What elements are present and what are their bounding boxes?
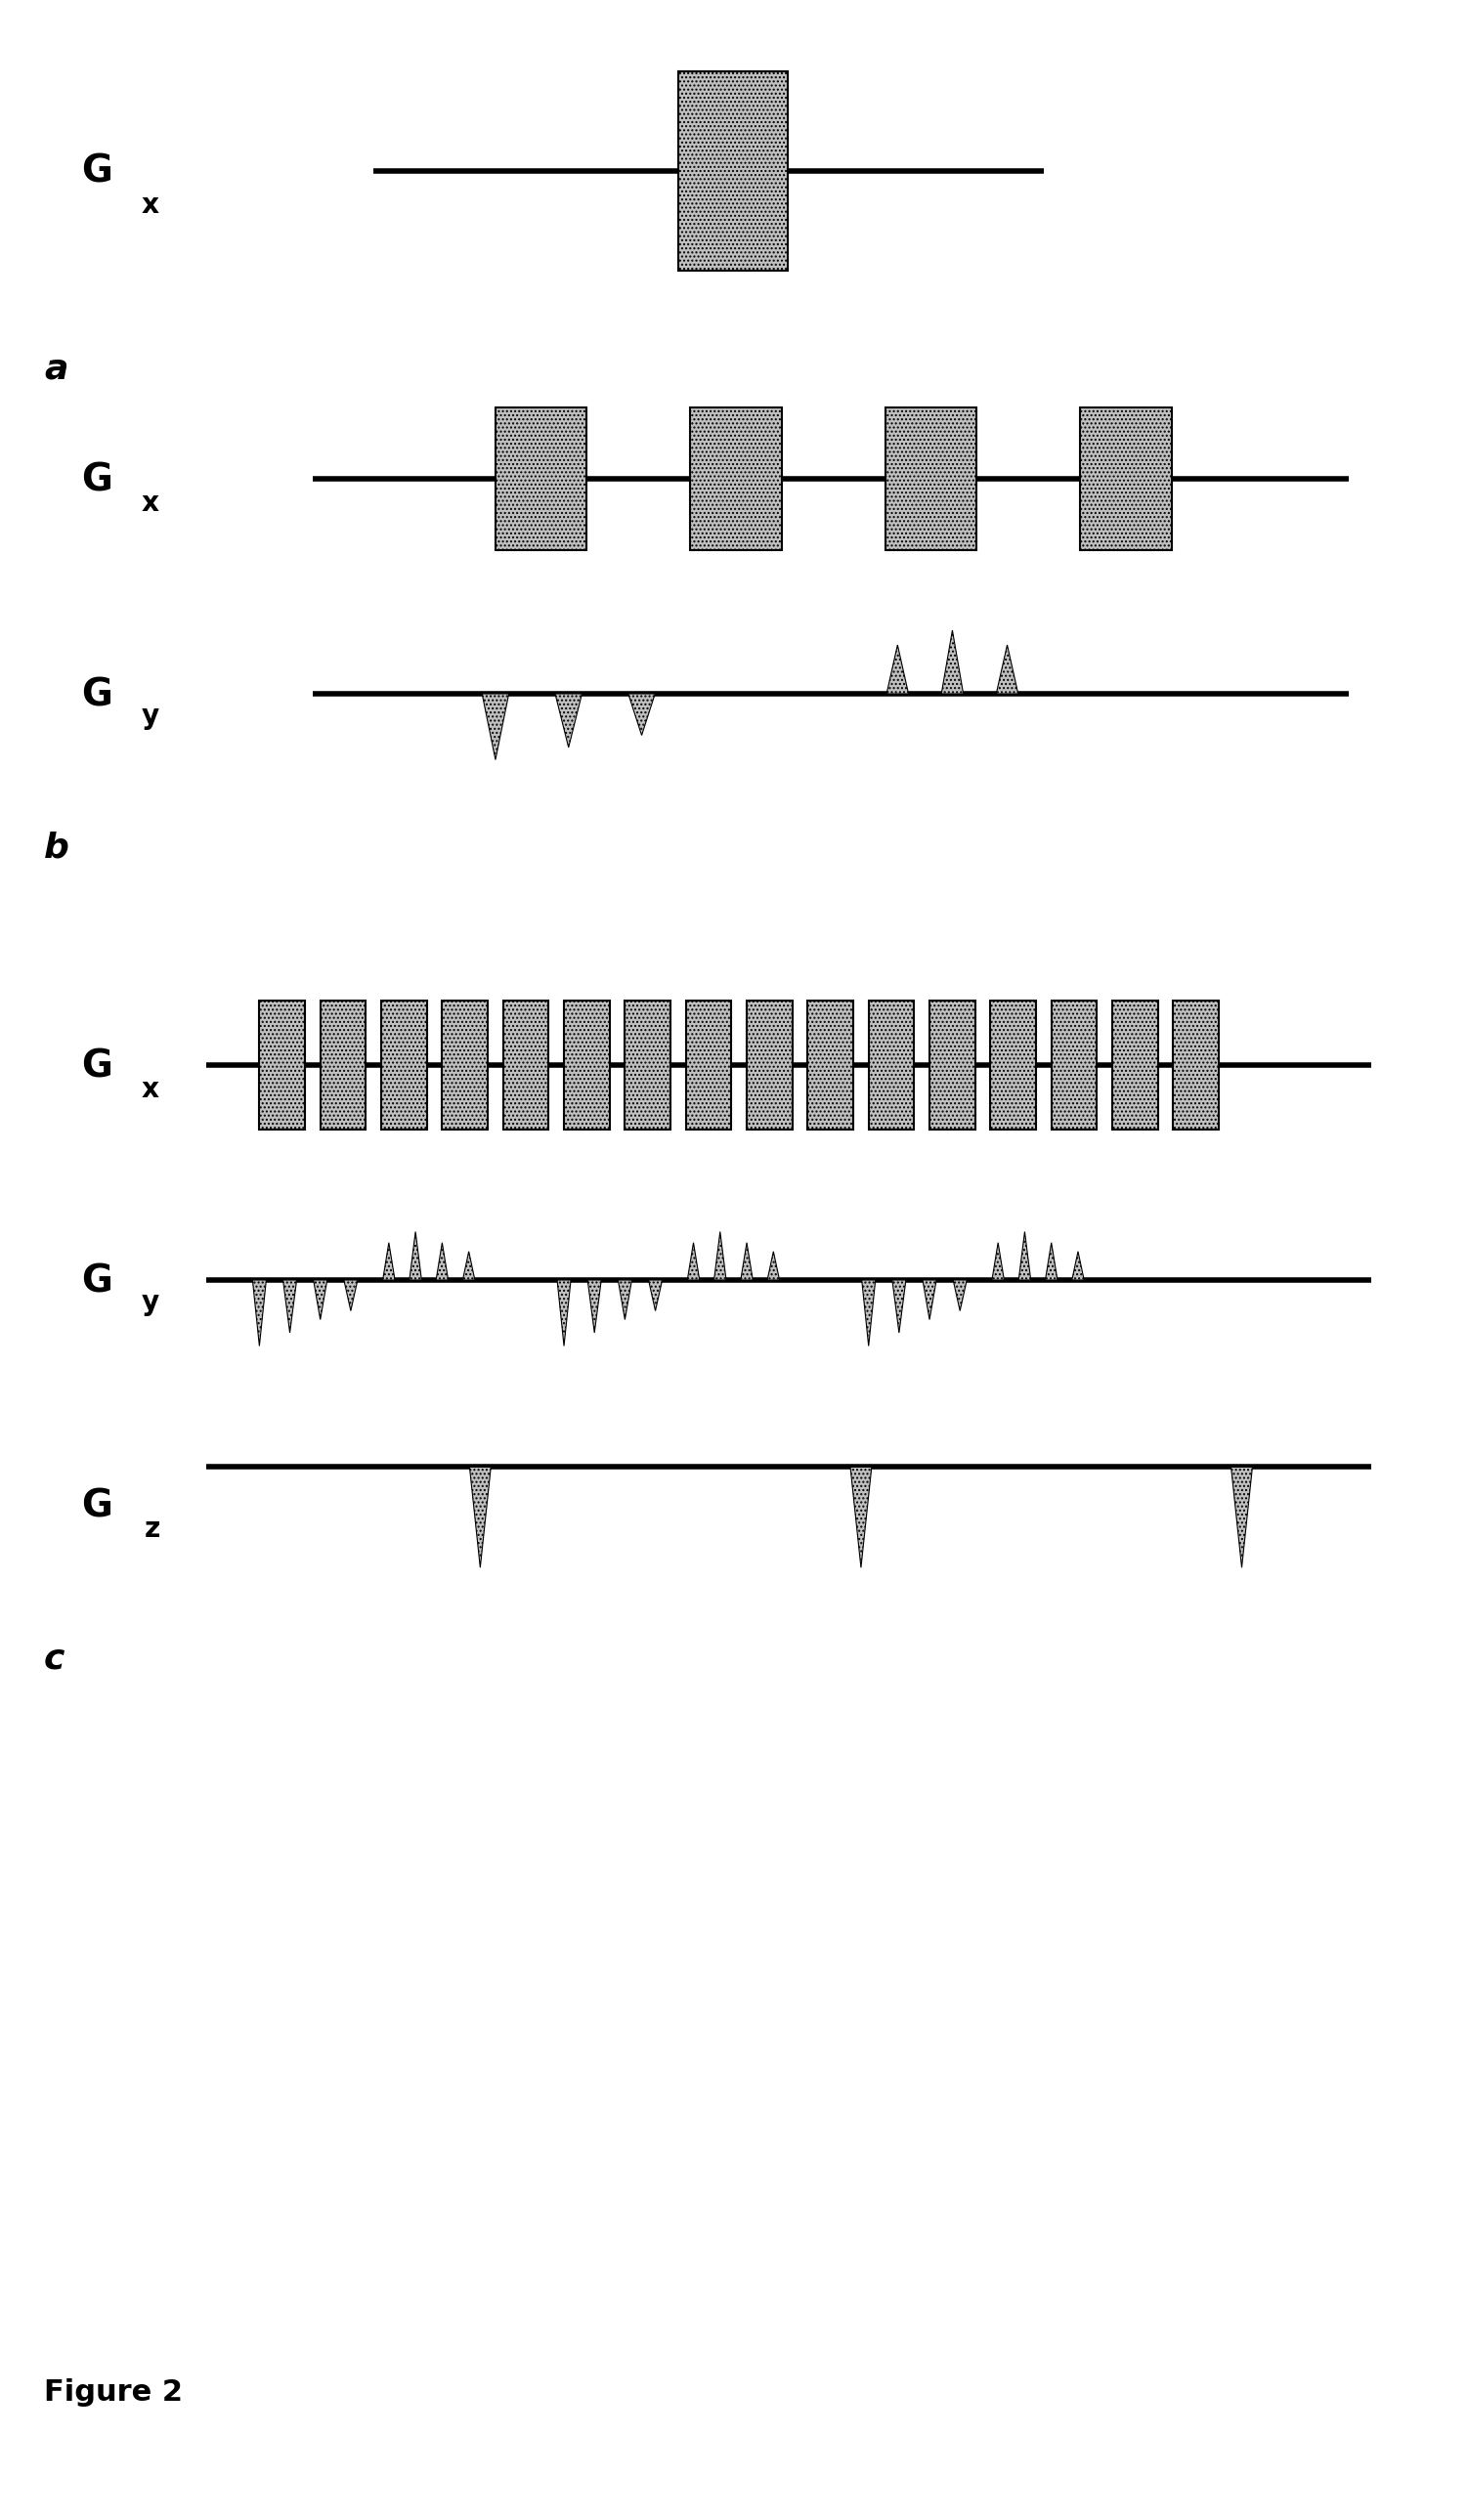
Bar: [442, 1000, 487, 1129]
Polygon shape: [887, 645, 909, 693]
Bar: [686, 1000, 731, 1129]
Polygon shape: [436, 1242, 448, 1280]
Bar: [1051, 1000, 1097, 1129]
Bar: [320, 1000, 366, 1129]
Bar: [382, 1000, 427, 1129]
Polygon shape: [992, 1242, 1004, 1280]
Text: $\mathbf{x}$: $\mathbf{x}$: [141, 1076, 160, 1104]
Polygon shape: [618, 1280, 631, 1320]
Bar: [929, 1000, 975, 1129]
Polygon shape: [252, 1280, 266, 1346]
Polygon shape: [555, 693, 581, 748]
Text: Figure 2: Figure 2: [44, 2379, 184, 2407]
Bar: [869, 1000, 915, 1129]
Polygon shape: [923, 1280, 937, 1320]
Text: $\mathbf{x}$: $\mathbf{x}$: [141, 491, 160, 517]
Polygon shape: [628, 693, 655, 736]
Bar: [1080, 408, 1171, 549]
Polygon shape: [1019, 1232, 1031, 1280]
Polygon shape: [558, 1280, 571, 1346]
Bar: [1113, 1000, 1158, 1129]
Bar: [564, 1000, 609, 1129]
Bar: [260, 1000, 305, 1129]
Text: a: a: [44, 353, 68, 386]
Text: $\mathbf{G}$: $\mathbf{G}$: [81, 1046, 112, 1084]
Text: $\mathbf{G}$: $\mathbf{G}$: [81, 461, 112, 496]
Text: $\mathbf{G}$: $\mathbf{G}$: [81, 675, 112, 713]
Bar: [504, 1000, 549, 1129]
Polygon shape: [283, 1280, 297, 1333]
Polygon shape: [1045, 1242, 1057, 1280]
Text: $\mathbf{y}$: $\mathbf{y}$: [141, 706, 160, 731]
Text: $\mathbf{G}$: $\mathbf{G}$: [81, 1263, 112, 1298]
Bar: [625, 1000, 671, 1129]
Polygon shape: [953, 1280, 967, 1310]
Polygon shape: [687, 1242, 700, 1280]
Bar: [807, 1000, 853, 1129]
Polygon shape: [314, 1280, 327, 1320]
Polygon shape: [587, 1280, 602, 1333]
Bar: [991, 1000, 1036, 1129]
Bar: [1173, 1000, 1218, 1129]
Polygon shape: [470, 1467, 490, 1567]
Bar: [885, 408, 976, 549]
Polygon shape: [997, 645, 1019, 693]
Polygon shape: [482, 693, 509, 759]
Polygon shape: [713, 1232, 727, 1280]
Polygon shape: [649, 1280, 662, 1310]
Polygon shape: [850, 1467, 872, 1567]
Text: $\mathbf{G}$: $\mathbf{G}$: [81, 1487, 112, 1522]
Polygon shape: [410, 1232, 421, 1280]
Text: $\mathbf{y}$: $\mathbf{y}$: [141, 1290, 160, 1318]
Text: $\mathbf{x}$: $\mathbf{x}$: [141, 192, 160, 219]
Polygon shape: [862, 1280, 875, 1346]
Bar: [678, 71, 788, 270]
Text: $\mathbf{G}$: $\mathbf{G}$: [81, 151, 112, 189]
Polygon shape: [1232, 1467, 1252, 1567]
Polygon shape: [893, 1280, 906, 1333]
Polygon shape: [741, 1242, 753, 1280]
Polygon shape: [941, 630, 963, 693]
Polygon shape: [462, 1252, 474, 1280]
Text: $\mathbf{z}$: $\mathbf{z}$: [144, 1517, 160, 1542]
Text: b: b: [44, 832, 69, 864]
Bar: [747, 1000, 793, 1129]
Bar: [495, 408, 587, 549]
Polygon shape: [768, 1252, 780, 1280]
Polygon shape: [1072, 1252, 1083, 1280]
Bar: [690, 408, 782, 549]
Text: c: c: [44, 1641, 65, 1676]
Polygon shape: [344, 1280, 358, 1310]
Polygon shape: [383, 1242, 395, 1280]
